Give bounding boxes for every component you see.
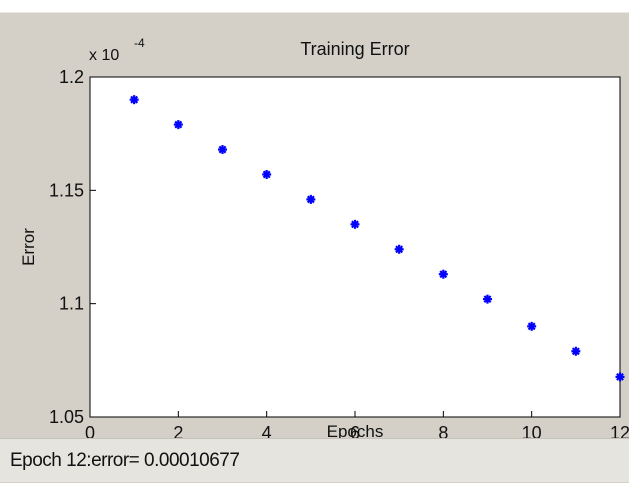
x-tick-label: 10 — [522, 423, 542, 438]
x-tick-label: 8 — [438, 423, 448, 438]
data-point-marker — [350, 219, 360, 229]
plot-window: Training Error x 10 -4 Error Epochs 0 2 4 6… — [0, 12, 629, 483]
data-point-marker — [438, 269, 448, 279]
y-tick-label: 1.2 — [59, 67, 84, 87]
data-point-marker — [262, 169, 272, 179]
y-multiplier-label: x 10 — [89, 47, 119, 64]
y-axis-label: Error — [19, 228, 38, 266]
data-point-marker — [615, 372, 625, 382]
status-text: Epoch 12:error= 0.00010677 — [10, 450, 240, 471]
x-tick-label: 2 — [173, 423, 183, 438]
data-point-marker — [129, 95, 139, 105]
data-point-marker — [571, 346, 581, 356]
data-point-marker — [173, 120, 183, 130]
y-tick-label: 1.1 — [59, 294, 84, 314]
x-tick-label: 6 — [350, 423, 360, 438]
data-point-marker — [483, 294, 492, 304]
y-tick-label: 1.15 — [49, 180, 84, 200]
y-exponent-label: -4 — [134, 36, 145, 50]
plot-area — [89, 76, 621, 418]
x-tick-label: 0 — [85, 423, 95, 438]
y-tick-label: 1.05 — [49, 407, 84, 427]
training-error-chart: Training Error x 10 -4 Error Epochs 0 2 4 6… — [19, 36, 629, 438]
data-point-marker — [218, 145, 227, 155]
status-bar: Epoch 12:error= 0.00010677 — [0, 438, 629, 482]
x-tick-label: 12 — [610, 423, 629, 438]
data-point-marker — [306, 194, 316, 204]
data-point-marker — [527, 321, 537, 331]
x-axis-label: Epochs — [327, 422, 384, 438]
x-tick-label: 4 — [262, 423, 272, 438]
data-point-marker — [394, 244, 404, 254]
chart-title: Training Error — [300, 39, 409, 59]
